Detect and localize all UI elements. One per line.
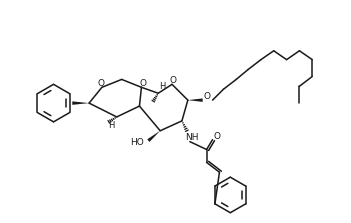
Text: O: O (214, 132, 221, 141)
Text: O: O (203, 92, 210, 101)
Text: H: H (108, 121, 114, 130)
Polygon shape (147, 131, 160, 142)
Text: O: O (98, 79, 105, 88)
Polygon shape (188, 98, 203, 102)
Text: O: O (140, 79, 147, 88)
Text: HO: HO (131, 138, 144, 147)
Text: O: O (170, 76, 177, 85)
Text: NH: NH (185, 133, 198, 142)
Polygon shape (72, 101, 89, 105)
Text: H: H (159, 82, 165, 91)
